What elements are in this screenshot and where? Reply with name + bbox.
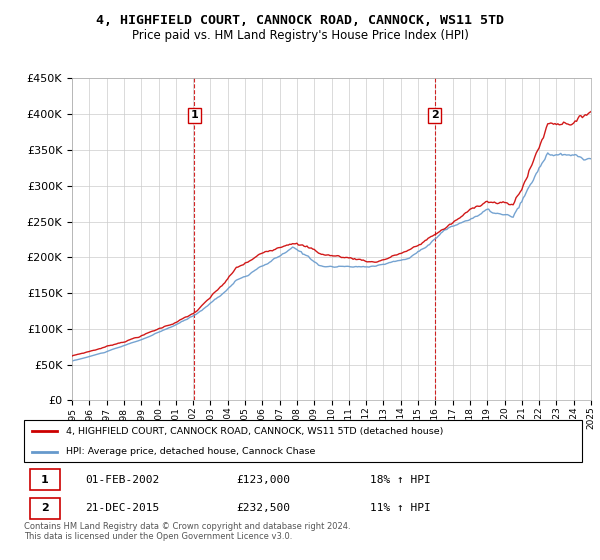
Text: 01-FEB-2002: 01-FEB-2002 [85, 475, 160, 485]
Text: £123,000: £123,000 [236, 475, 290, 485]
Text: HPI: Average price, detached house, Cannock Chase: HPI: Average price, detached house, Cann… [66, 447, 315, 456]
Text: 1: 1 [191, 110, 199, 120]
Text: Price paid vs. HM Land Registry's House Price Index (HPI): Price paid vs. HM Land Registry's House … [131, 29, 469, 42]
Text: 1: 1 [41, 475, 49, 485]
Text: 18% ↑ HPI: 18% ↑ HPI [370, 475, 431, 485]
Text: 2: 2 [41, 503, 49, 514]
Text: 21-DEC-2015: 21-DEC-2015 [85, 503, 160, 514]
FancyBboxPatch shape [29, 469, 60, 491]
Text: 4, HIGHFIELD COURT, CANNOCK ROAD, CANNOCK, WS11 5TD (detached house): 4, HIGHFIELD COURT, CANNOCK ROAD, CANNOC… [66, 427, 443, 436]
FancyBboxPatch shape [29, 498, 60, 519]
Text: 4, HIGHFIELD COURT, CANNOCK ROAD, CANNOCK, WS11 5TD: 4, HIGHFIELD COURT, CANNOCK ROAD, CANNOC… [96, 14, 504, 27]
Text: 2: 2 [431, 110, 439, 120]
Text: Contains HM Land Registry data © Crown copyright and database right 2024.
This d: Contains HM Land Registry data © Crown c… [24, 522, 350, 542]
Text: 11% ↑ HPI: 11% ↑ HPI [370, 503, 431, 514]
Text: £232,500: £232,500 [236, 503, 290, 514]
FancyBboxPatch shape [24, 420, 582, 462]
